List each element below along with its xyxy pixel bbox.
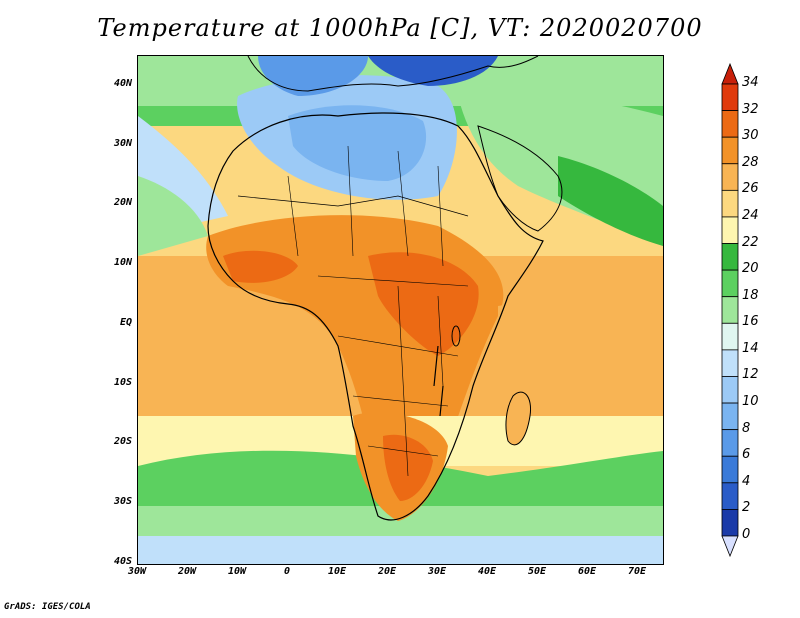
colorbar-segment — [721, 189, 739, 218]
temp-band-south-4 — [138, 536, 663, 564]
colorbar-tick-label: 26 — [742, 181, 759, 197]
country-borders-sahara — [287, 145, 444, 267]
lon-tick-label: 50E — [527, 566, 547, 577]
temp-zone-south-africa-hot — [383, 434, 433, 501]
colorbar-tick-label: 14 — [742, 340, 759, 356]
colorbar-tick-label: 28 — [742, 154, 759, 170]
lat-tick-label: 30S — [113, 496, 132, 508]
colorbar-segment — [721, 455, 739, 484]
colorbar-segment — [721, 482, 739, 510]
madagascar-outline — [505, 391, 532, 446]
lat-tick-label: 40N — [113, 77, 132, 89]
colorbar-segment — [721, 243, 739, 271]
temp-zone-arabian-sea — [558, 156, 663, 246]
colorbar-segment — [721, 136, 739, 165]
map-title: Temperature at 1000hPa [C], VT: 20200207… — [97, 14, 703, 42]
colorbar-tick-label: 18 — [742, 287, 759, 303]
temp-zone-central-hot — [368, 252, 479, 356]
rift-lakes-outline — [433, 345, 444, 417]
colorbar-tick-label: 10 — [742, 394, 759, 410]
lon-tick-label: 30E — [427, 566, 447, 577]
country-borders-central — [397, 285, 444, 477]
lat-tick-label: 10S — [113, 376, 132, 388]
grads-credit: GrADS: IGES/COLA — [4, 602, 91, 612]
lat-tick-label: 20N — [113, 197, 132, 209]
colorbar-segment — [721, 429, 739, 457]
colorbar-segment — [721, 322, 739, 351]
colorbar-tick-label: 4 — [742, 473, 751, 489]
lat-tick-label: 10N — [113, 257, 132, 269]
colorbar-tick-label: 30 — [742, 128, 759, 144]
colorbar-segment — [721, 349, 739, 377]
colorbar-segment — [721, 163, 739, 191]
temp-zone-europe-cold — [368, 56, 498, 86]
arabia-coastline — [477, 125, 563, 232]
lon-tick-label: 10W — [227, 566, 247, 577]
colorbar-segment — [721, 216, 739, 244]
temp-band-south-3 — [138, 506, 663, 536]
lon-tick-label: 60E — [577, 566, 597, 577]
country-borders-north — [237, 195, 469, 217]
colorbar-segment — [721, 110, 739, 138]
colorbar — [721, 62, 739, 558]
lon-tick-label: 40E — [477, 566, 497, 577]
colorbar-tick-label: 8 — [742, 420, 751, 436]
lon-tick-label: 20E — [377, 566, 397, 577]
lon-tick-label: 10E — [327, 566, 347, 577]
colorbar-segment — [721, 402, 739, 431]
lat-tick-label: 30N — [113, 137, 132, 149]
colorbar-tick-label: 22 — [742, 234, 759, 250]
temp-zone-cold-core — [288, 105, 427, 181]
lon-tick-label: 30W — [127, 566, 147, 577]
lat-tick-label: 20S — [113, 436, 132, 448]
colorbar-segment — [721, 509, 739, 537]
lon-tick-label: 0 — [283, 566, 291, 577]
lake-victoria-outline — [451, 325, 461, 347]
lon-tick-label: 20W — [177, 566, 197, 577]
country-borders-south — [317, 275, 469, 457]
colorbar-tick-label: 34 — [742, 75, 759, 90]
lat-tick-label: 40S — [113, 556, 132, 567]
colorbar-tick-label: 32 — [742, 101, 759, 117]
temp-zone-indian-ocean — [498, 301, 663, 416]
colorbar-over-triangle — [721, 62, 739, 85]
europe-coastline — [247, 56, 539, 92]
colorbar-segment — [721, 269, 739, 298]
colorbar-tick-label: 0 — [742, 527, 751, 542]
temp-zone-sahel-hot — [223, 250, 298, 283]
temperature-field-map — [138, 56, 663, 564]
temp-zone-atlantic-green — [138, 176, 208, 256]
colorbar-tick-label: 20 — [742, 261, 759, 277]
colorbar-tick-label: 16 — [742, 314, 759, 330]
colorbar-under-triangle — [721, 535, 739, 558]
colorbar-tick-label: 12 — [742, 367, 759, 383]
colorbar-segment — [721, 83, 739, 111]
colorbar-segment — [721, 296, 739, 324]
lon-tick-label: 70E — [627, 566, 647, 577]
map-panel — [137, 55, 664, 565]
lat-tick-label: EQ — [119, 316, 132, 328]
colorbar-tick-label: 6 — [742, 447, 751, 463]
colorbar-segment — [721, 376, 739, 404]
colorbar-tick-label: 2 — [742, 500, 751, 516]
colorbar-tick-label: 24 — [742, 207, 759, 223]
africa-coastline — [207, 112, 544, 521]
